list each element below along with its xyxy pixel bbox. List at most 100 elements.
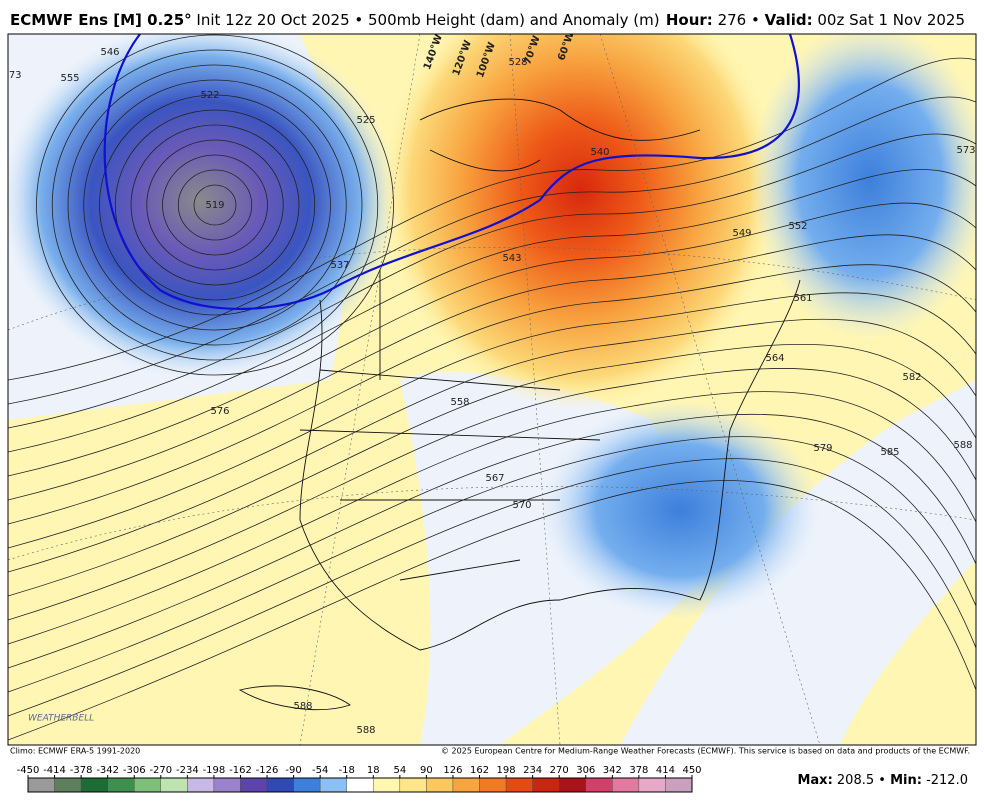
contour-line (146, 139, 284, 271)
colorbar-tick-label: 54 (393, 765, 406, 776)
contour-line (99, 94, 331, 316)
contour-label: 537 (330, 260, 349, 271)
colorbar-tick-label: 198 (497, 765, 516, 776)
colorbar-segment (293, 777, 321, 793)
contour-label: 570 (512, 500, 531, 511)
colorbar-tick-label: 414 (656, 765, 675, 776)
contour-line (8, 458, 976, 717)
contour-label: 576 (210, 406, 229, 417)
model: ECMWF Ens [M] 0.25° (10, 11, 192, 29)
colorbar-segment (107, 777, 135, 793)
colorbar-tick-label: 126 (443, 765, 462, 776)
contour-label: 588 (953, 440, 972, 451)
negative-anomaly (750, 34, 976, 340)
contour-line (8, 436, 976, 693)
hour-label: Hour: (666, 11, 713, 29)
contour-label: 519 (205, 200, 224, 211)
valid: 00z Sat 1 Nov 2025 (817, 11, 965, 29)
colorbar-tick-label: -162 (229, 765, 252, 776)
map-frame (7, 33, 977, 746)
contour-label: 540 (590, 147, 609, 158)
contour-label: 588 (356, 725, 375, 736)
colorbar-segment (213, 777, 241, 793)
negative-anomaly (540, 400, 820, 620)
colorbar-tick-label: 378 (629, 765, 648, 776)
colorbar-tick-label: 18 (367, 765, 380, 776)
contour-label: 561 (793, 293, 812, 304)
colorbar-segment (452, 777, 480, 793)
min: -212.0 (926, 773, 968, 788)
contour-label: 567 (485, 473, 504, 484)
colorbar-segment (240, 777, 268, 793)
description: Init 12z 20 Oct 2025 • 500mb Height (dam… (196, 11, 659, 29)
contour-label: 555 (60, 73, 79, 84)
min-label: Min: (890, 773, 922, 788)
contour-line (8, 480, 976, 741)
colorbar-tick-label: 306 (576, 765, 595, 776)
colorbar-segment (54, 777, 82, 793)
boundaries (238, 98, 801, 710)
contour-line (8, 292, 976, 549)
colorbar-tick-label: 342 (603, 765, 622, 776)
colorbar-segment (187, 777, 215, 793)
contour-540 (103, 34, 800, 310)
colorbar-segment (612, 777, 640, 793)
contour-line (162, 154, 268, 256)
contour-label: 573 (2, 70, 21, 81)
contour-line (51, 49, 379, 361)
separator: • (878, 773, 886, 788)
contour-label: 528 (508, 57, 527, 68)
map: 546 555 522 519 525 537 540 543 549 552 558 561 564 5… (2, 34, 976, 745)
contour-line (8, 318, 976, 573)
max-label: Max: (797, 773, 832, 788)
contour-line (8, 413, 976, 669)
height-contours (8, 34, 976, 741)
colorbar-segment (399, 777, 427, 793)
contour-line (8, 368, 976, 621)
valid-label: Valid: (765, 11, 813, 29)
colorbar-tick-label: -342 (96, 765, 119, 776)
colorbar-segment (532, 777, 560, 793)
colorbar-tick-label: -198 (203, 765, 226, 776)
colorbar-tick-label: -414 (43, 765, 66, 776)
colorbar-tick-label: -450 (17, 765, 40, 776)
colorbar-tick-label: -234 (176, 765, 199, 776)
colorbar-tick-label: -126 (256, 765, 279, 776)
colorbar-segment (559, 777, 586, 793)
contour-label: 558 (450, 397, 469, 408)
graticule (8, 34, 976, 745)
colorbar-tick-label: 162 (470, 765, 489, 776)
colorbar-tick-label: -306 (123, 765, 146, 776)
colorbar-tick-label: 450 (682, 765, 701, 776)
contour-line (130, 124, 300, 286)
contour-line (8, 234, 976, 501)
contour-label: 522 (200, 90, 219, 101)
contour-label: 546 (100, 47, 119, 58)
contour-line (36, 34, 394, 376)
contour-label: 573 (956, 145, 975, 156)
colorbar-segment (266, 777, 294, 793)
colorbar-segment (426, 777, 454, 793)
contour-label: 543 (502, 253, 521, 264)
contour-line (8, 133, 976, 429)
colorbar-segment (134, 777, 162, 793)
max: 208.5 (837, 773, 874, 788)
colorbar-tick-label: 234 (523, 765, 542, 776)
copyright: © 2025 European Centre for Medium-Range … (441, 747, 970, 756)
contour-line (177, 169, 253, 241)
colorbar-tick-label: -18 (339, 765, 355, 776)
colorbar-segment (505, 777, 533, 793)
contour-label: 582 (902, 372, 921, 383)
contour-line (83, 79, 347, 331)
contour-label: 588 (293, 701, 312, 712)
logo: WEATHERBELL (28, 714, 94, 724)
hour: 276 (718, 11, 747, 29)
colorbar-segment (27, 777, 55, 793)
header-left: ECMWF Ens [M] 0.25° Init 12z 20 Oct 2025… (10, 11, 660, 29)
colorbar-segment (80, 777, 108, 793)
colorbar-tick-label: 270 (550, 765, 569, 776)
separator: • (751, 11, 760, 29)
colorbar-segment (665, 777, 693, 793)
header-right: Hour: 276 • Valid: 00z Sat 1 Nov 2025 (666, 11, 965, 29)
